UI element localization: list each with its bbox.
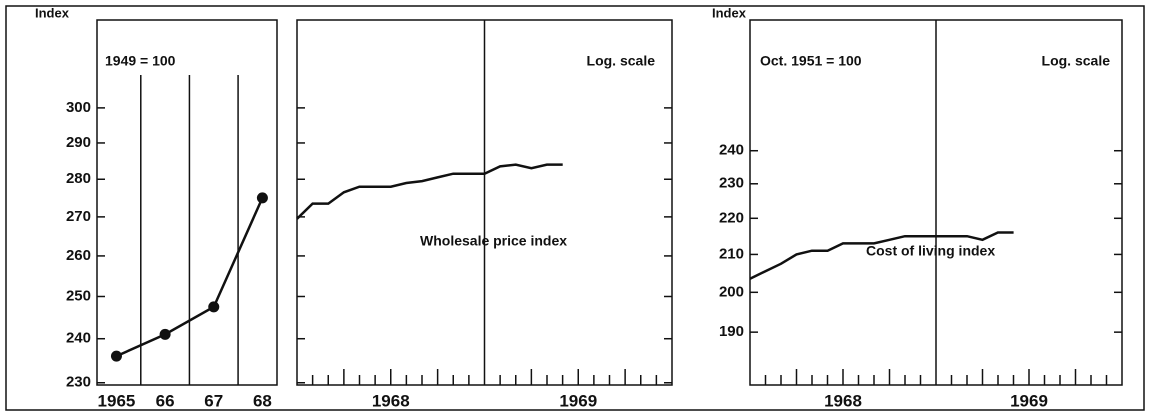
y-tick-label: 240 bbox=[66, 330, 91, 347]
series-line bbox=[296, 163, 563, 220]
annotation: Oct. 1951 = 100 bbox=[760, 53, 862, 69]
y-tick-label: 300 bbox=[66, 99, 91, 116]
axis-label: Index bbox=[712, 5, 747, 20]
x-tick-label: 1968 bbox=[372, 391, 410, 410]
x-tick-label: 68 bbox=[253, 391, 272, 410]
point bbox=[159, 328, 171, 340]
frame bbox=[5, 5, 1145, 411]
y-tick-label: 190 bbox=[719, 323, 744, 340]
y-tick-label: 280 bbox=[66, 170, 91, 187]
annotation: Log. scale bbox=[1042, 53, 1111, 69]
y-tick-label: 230 bbox=[66, 374, 91, 391]
annotation: 1949 = 100 bbox=[105, 53, 176, 69]
x-tick-label: 1965 bbox=[98, 391, 136, 410]
series-line bbox=[115, 197, 264, 358]
series-line bbox=[749, 231, 1014, 280]
annotation: Cost of living index bbox=[866, 243, 995, 259]
y-tick-label: 230 bbox=[719, 175, 744, 192]
point bbox=[208, 301, 220, 313]
annotation: Wholesale price index bbox=[420, 233, 567, 249]
y-tick-label: 250 bbox=[66, 287, 91, 304]
point bbox=[110, 350, 122, 362]
x-tick-label: 67 bbox=[204, 391, 223, 410]
panel bbox=[96, 19, 278, 386]
point bbox=[256, 192, 268, 204]
x-tick-label: 1969 bbox=[559, 391, 597, 410]
annotation: Log. scale bbox=[587, 53, 656, 69]
x-tick-label: 1969 bbox=[1010, 391, 1048, 410]
y-tick-label: 220 bbox=[719, 209, 744, 226]
y-tick-label: 290 bbox=[66, 134, 91, 151]
x-tick-label: 1968 bbox=[824, 391, 862, 410]
y-tick-label: 270 bbox=[66, 208, 91, 225]
x-tick-label: 66 bbox=[156, 391, 175, 410]
y-tick-label: 210 bbox=[719, 245, 744, 262]
y-tick-label: 260 bbox=[66, 247, 91, 264]
y-tick-label: 200 bbox=[719, 283, 744, 300]
y-tick-label: 240 bbox=[719, 142, 744, 159]
axis-label: Index bbox=[35, 5, 70, 20]
